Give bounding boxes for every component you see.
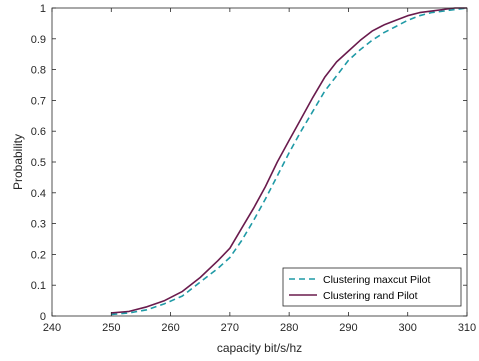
- series-line-rand: [111, 7, 467, 314]
- x-tick-label: 240: [43, 322, 61, 334]
- y-tick-label: 0.1: [31, 280, 46, 292]
- x-tick-label: 290: [339, 322, 357, 334]
- legend: Clustering maxcut Pilot Clustering rand …: [282, 267, 462, 307]
- legend-label-rand: Clustering rand Pilot: [323, 290, 418, 302]
- y-tick-label: 0.9: [31, 34, 46, 46]
- series-layer: [111, 7, 468, 316]
- y-tick-label: 0.4: [31, 188, 46, 200]
- y-tick-label: 0.2: [31, 249, 46, 261]
- x-tick-label: 300: [399, 322, 417, 334]
- y-tick-label: 0.3: [31, 219, 46, 231]
- y-tick-label: 1: [40, 3, 46, 15]
- y-tick-label: 0: [40, 311, 46, 323]
- y-axis-label: Probability: [11, 134, 25, 190]
- x-tick-label: 280: [280, 322, 298, 334]
- y-tick-label: 0.8: [31, 65, 46, 77]
- x-tick-label: 310: [458, 322, 476, 334]
- y-tick-label: 0.6: [31, 126, 46, 138]
- x-axis-label: capacity bit/s/hz: [217, 341, 302, 355]
- y-tick-label: 0.7: [31, 95, 46, 107]
- legend-box: [282, 267, 462, 307]
- series-line-maxcut: [111, 7, 468, 316]
- y-tick-label: 0.5: [31, 157, 46, 169]
- x-tick-label: 270: [221, 322, 239, 334]
- x-tick-label: 250: [102, 322, 120, 334]
- legend-label-maxcut: Clustering maxcut Pilot: [323, 274, 430, 286]
- x-tick-label: 260: [161, 322, 179, 334]
- ticks-layer: 240 250 260 270 280 290 300 310 0 0.1 0.2 0.3 0.4 0.5…: [31, 3, 476, 334]
